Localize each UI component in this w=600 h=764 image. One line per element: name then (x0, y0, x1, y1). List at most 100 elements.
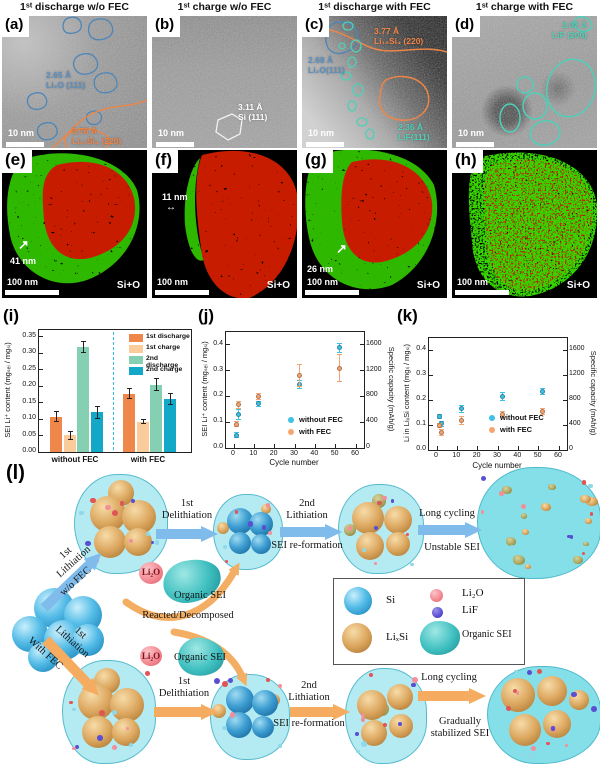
scalebar-label: 100 nm (457, 277, 489, 287)
error-bar (142, 419, 144, 425)
x-tick-mark (294, 444, 296, 448)
lixsi-sphere-icon (342, 623, 372, 653)
y-tick-mark (39, 402, 43, 404)
error-cap (255, 398, 261, 400)
legend-li2o-label: Li₂O (462, 587, 484, 599)
y-tick-label: 0.0 (213, 443, 223, 450)
fragment (521, 529, 530, 536)
legend-si-label: Si (386, 594, 396, 606)
particle-dot (382, 496, 387, 501)
x-category-label: without FEC (51, 455, 99, 464)
particle-dot (213, 677, 220, 684)
error-cap (233, 437, 239, 439)
step-label: Long cycling (419, 508, 475, 519)
x-tick-label: 0 (231, 450, 235, 457)
particle-dot (99, 709, 105, 716)
particle-dot (145, 531, 150, 536)
particle-dot (74, 744, 80, 750)
step-label: 2nd Lithiation (288, 680, 330, 703)
y-axis-label: SEI Li⁺ content (mgₛₑᵢ / mgₛᵢ) (200, 341, 209, 437)
error-cap (67, 430, 73, 432)
bar (163, 399, 176, 452)
particle-dot (410, 562, 414, 566)
scatter-point (540, 389, 546, 394)
legend-label: 1st charge (146, 344, 181, 351)
lithiation-arrow-fec (42, 636, 100, 696)
particle-dot (222, 725, 227, 731)
scatter-point (235, 402, 241, 408)
scatter-plot-area: without FEC with FEC (225, 331, 365, 449)
fragment (548, 483, 557, 491)
error-cap (458, 411, 464, 413)
error-cap (81, 341, 86, 343)
particle-dot (129, 538, 134, 543)
particle-dot (514, 669, 519, 674)
error-cap (296, 364, 302, 366)
particle-dot (564, 744, 569, 748)
scatter-point (233, 421, 239, 427)
aged-cluster-wofec-unstable (477, 467, 600, 579)
legend-marker (288, 417, 294, 423)
panel-c-title: 1ˢᵗ discharge with FEC (318, 1, 431, 13)
particle-dot (227, 677, 233, 683)
x-category-label: with FEC (130, 455, 166, 464)
y2-tick-mark (563, 399, 567, 401)
particle-dot (97, 734, 103, 741)
error-cap (235, 400, 241, 402)
legend-label: with FEC (500, 425, 533, 434)
y-tick-mark (226, 344, 230, 346)
error-cap (154, 378, 159, 380)
tan-sphere (537, 676, 567, 706)
particle-dot (526, 753, 533, 759)
x-tick-label: 40 (310, 450, 319, 457)
particle-dot (390, 499, 395, 504)
particle-dot (278, 684, 283, 688)
legend-label: with FEC (299, 427, 332, 436)
y-tick-label: 0.20 (22, 381, 36, 389)
particle-dot (267, 530, 272, 535)
x-tick-mark (335, 444, 337, 448)
particle-dot (546, 741, 550, 746)
error-cap (540, 394, 546, 396)
particle-dot (581, 480, 586, 485)
particle-dot (247, 521, 254, 527)
step-label: SEI re-formation (273, 718, 345, 729)
particle-dot (234, 510, 239, 514)
dkblue-sphere (227, 508, 253, 534)
sei-thickness-label: 41 nm (10, 256, 37, 266)
y-tick-mark (429, 424, 433, 426)
legend-marker (489, 427, 495, 433)
y-tick-label: 0.25 (22, 364, 36, 372)
error-cap (337, 343, 343, 345)
bar (123, 393, 135, 452)
scalebar (6, 142, 44, 147)
particle-dot (397, 721, 402, 726)
tan-sphere (112, 718, 140, 746)
particle-dot (222, 545, 228, 550)
lattice-annotation: 2.36 Å LiF(111) (398, 122, 430, 143)
scatter-point (296, 373, 302, 379)
scatter-point (337, 345, 343, 351)
error-cap (94, 405, 100, 407)
error-cap (337, 381, 343, 383)
y2-tick-label: 1600 (569, 345, 585, 353)
y-tick-mark (429, 349, 433, 351)
error-cap (438, 429, 444, 431)
particle-dot (383, 723, 388, 728)
panel-a-title: 1ˢᵗ discharge w/o FEC (20, 1, 129, 13)
error-cap (296, 386, 302, 388)
panel-letter-l: (l) (6, 462, 25, 484)
particle-dot (510, 545, 515, 550)
particle-dot (346, 525, 352, 531)
scatter-point (337, 365, 343, 371)
delithiated-cluster-fec (210, 674, 290, 760)
scatter-point (235, 411, 241, 417)
particle-dot (590, 512, 594, 516)
blue-sphere (72, 624, 104, 656)
particle-dot (377, 500, 382, 506)
error-cap (458, 405, 464, 407)
scatter-point (499, 393, 505, 399)
panel-letter-d: (d) (452, 16, 481, 37)
particle-dot (500, 496, 506, 502)
